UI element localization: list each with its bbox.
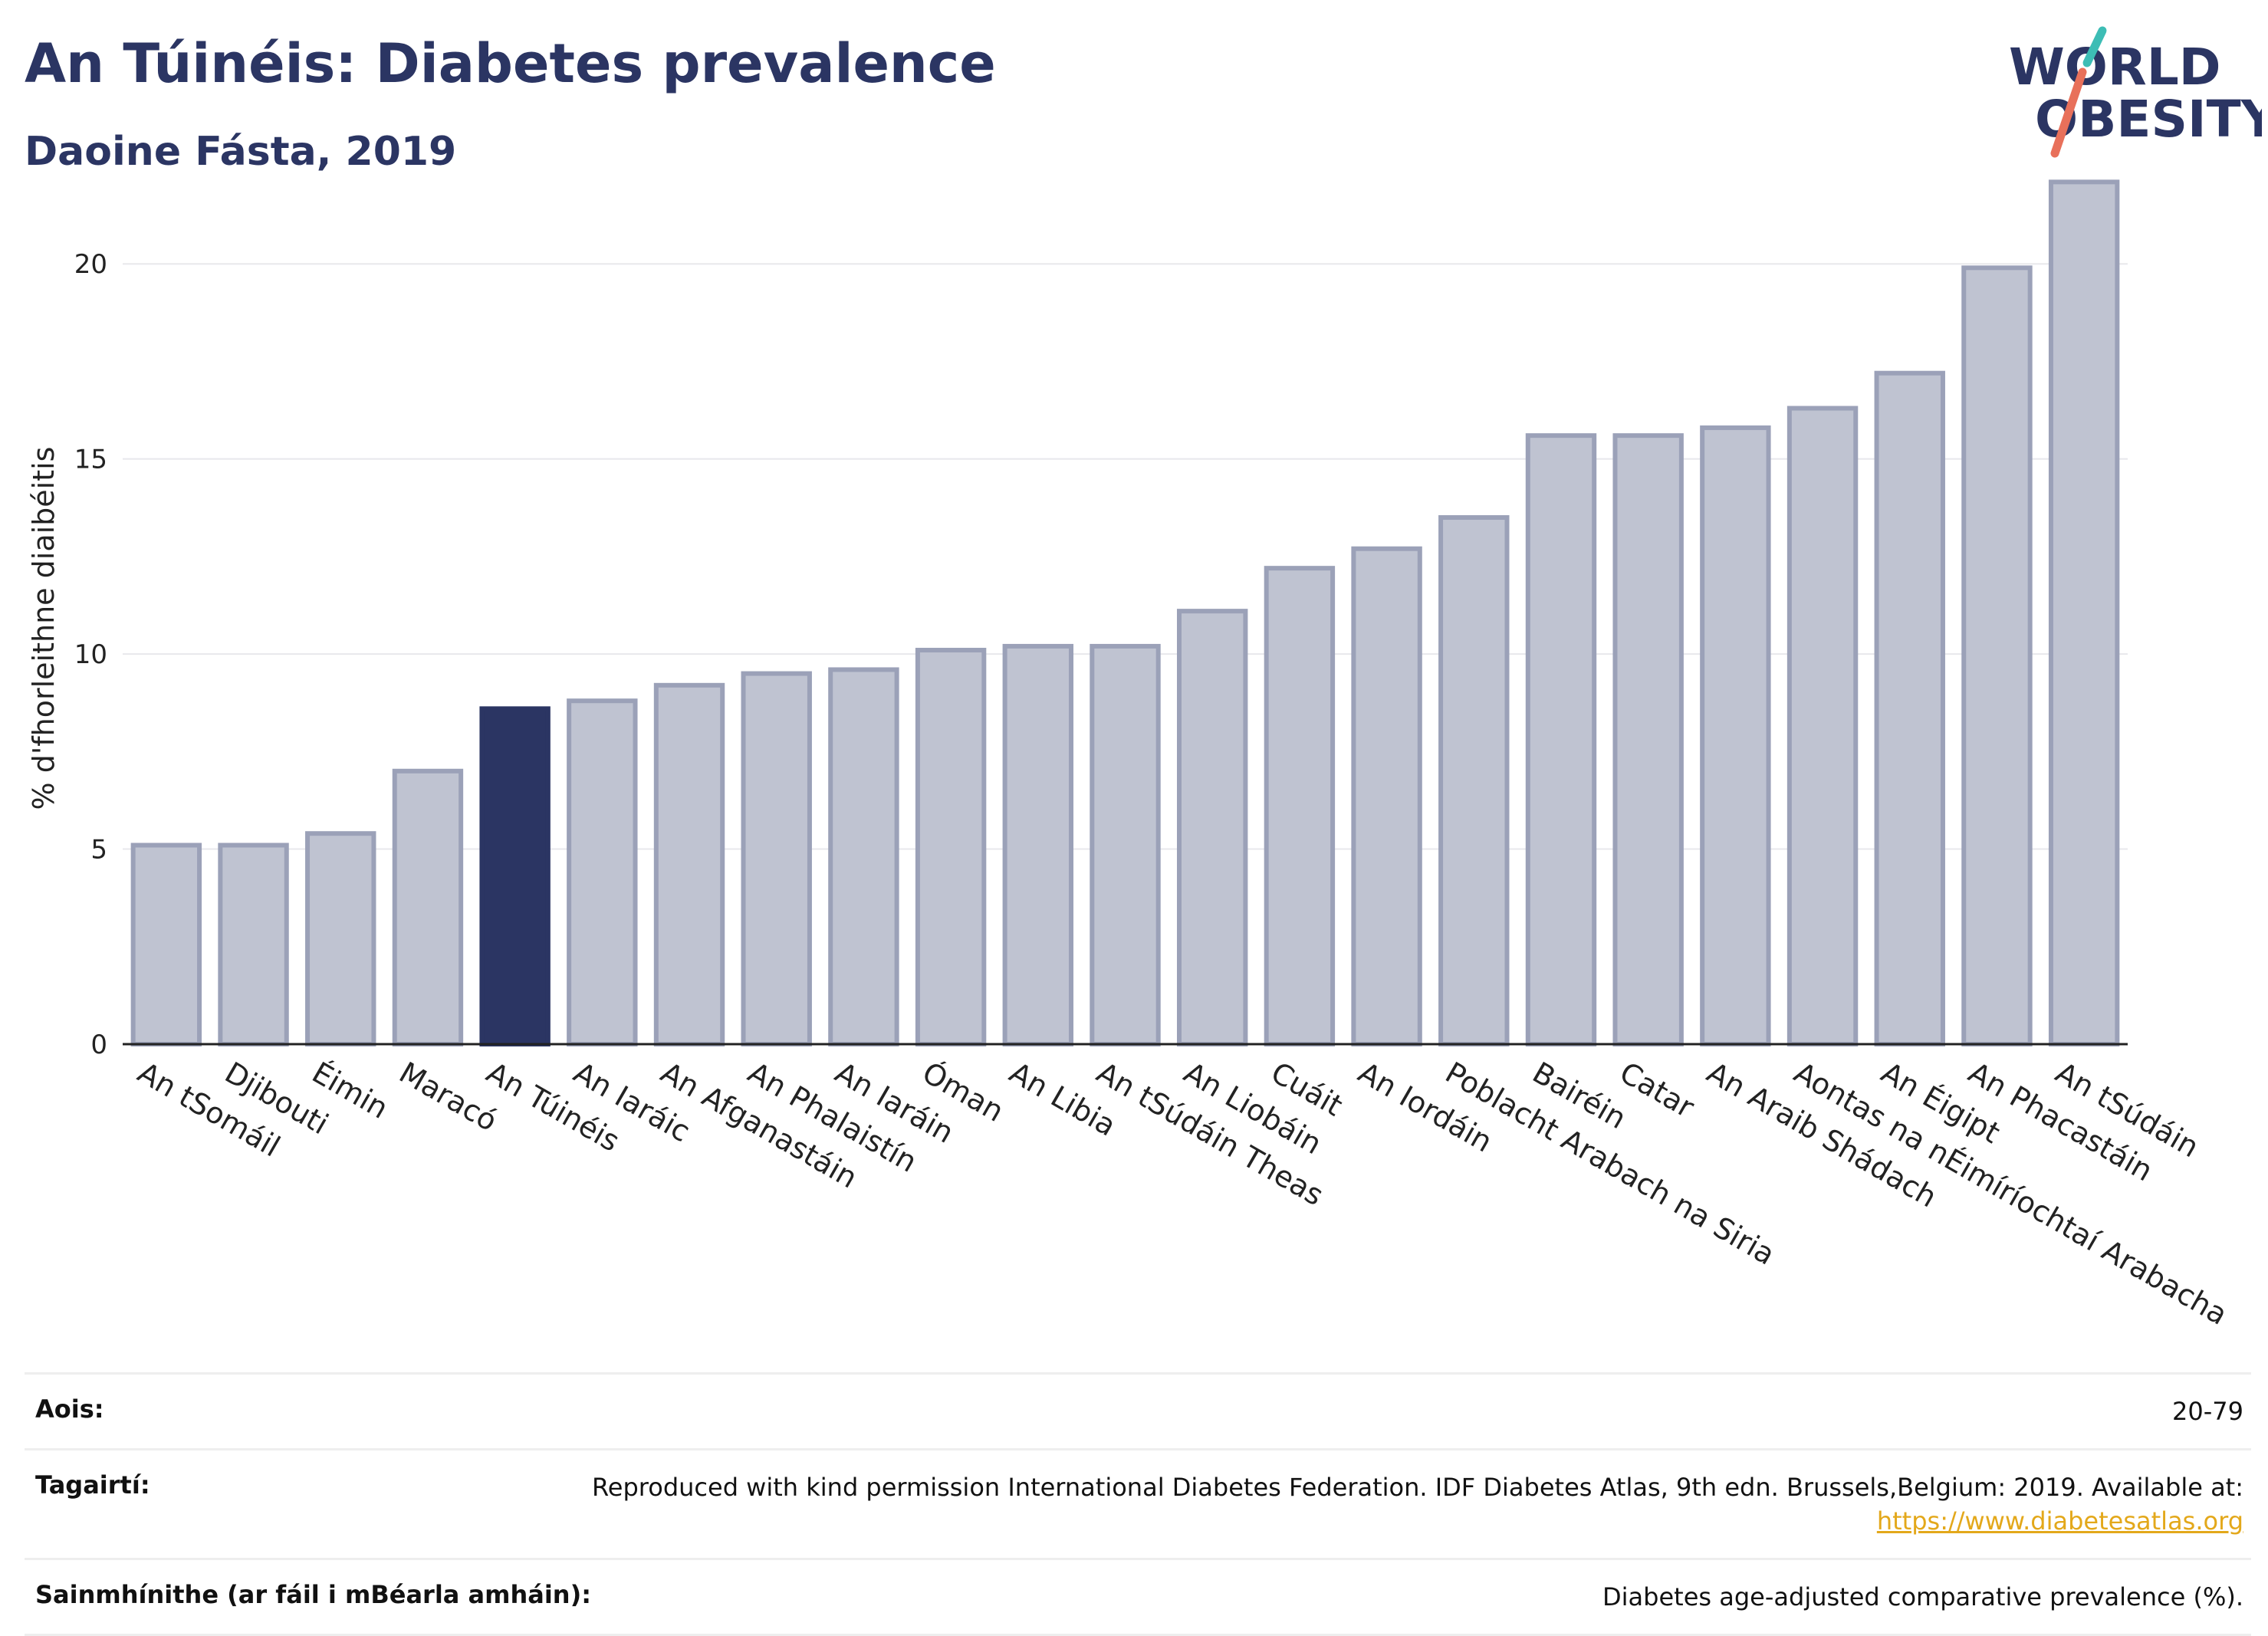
y-axis-label: % d'fhorleithne diaibéitis	[27, 447, 61, 810]
diabetes-atlas-link[interactable]: https://www.diabetesatlas.org	[1876, 1506, 2243, 1536]
bar-14	[1351, 546, 1422, 1046]
bar-1	[218, 843, 289, 1046]
logo-slash-teal	[2082, 26, 2107, 67]
bar-11	[1090, 643, 1161, 1046]
bar-10	[1002, 643, 1074, 1046]
logo-text-world: WORLD	[2009, 38, 2221, 97]
footer-value-references: Reproduced with kind permission Internat…	[592, 1470, 2243, 1538]
bar-13	[1264, 566, 1336, 1046]
chart-subtitle: Daoine Fásta, 2019	[25, 129, 457, 175]
y-tick-label-10: 10	[74, 639, 107, 670]
references-text: Reproduced with kind permission Internat…	[591, 1473, 2243, 1502]
bar-20	[1874, 370, 1945, 1046]
footer-row-age: Aois: 20-79	[25, 1372, 2251, 1448]
bar-7	[741, 671, 812, 1046]
bar-5	[567, 698, 638, 1047]
bar-3	[392, 768, 464, 1046]
bar-22	[2048, 179, 2120, 1046]
chart-title: An Túinéis: Diabetes prevalence	[25, 32, 996, 95]
bar-12	[1176, 609, 1248, 1046]
bar-21	[1961, 265, 2033, 1046]
logo-slash-coral	[2050, 67, 2087, 158]
chart-footer: Aois: 20-79 Tagairtí: Reproduced with ki…	[25, 1372, 2251, 1636]
footer-row-references: Tagairtí: Reproduced with kind permissio…	[25, 1448, 2251, 1558]
bar-17	[1612, 433, 1684, 1046]
bar-4	[479, 706, 551, 1046]
bar-18	[1700, 425, 1771, 1046]
world-obesity-logo: WORLD OBESITY	[2009, 26, 2262, 158]
footer-label-age: Aois:	[35, 1395, 104, 1424]
bar-6	[653, 682, 725, 1046]
y-tick-label-20: 20	[74, 249, 107, 280]
footer-label-references: Tagairtí:	[35, 1470, 150, 1500]
bar-16	[1525, 433, 1597, 1046]
y-tick-label-0: 0	[90, 1030, 107, 1060]
y-tick-label-5: 5	[90, 835, 107, 866]
y-tick-label-15: 15	[74, 445, 107, 475]
footer-value-age: 20-79	[2172, 1397, 2243, 1426]
x-tick-label-3: Maracó	[393, 1056, 502, 1138]
bar-2	[305, 831, 376, 1046]
footer-value-definitions: Diabetes age-adjusted comparative preval…	[1602, 1582, 2243, 1611]
bar-8	[828, 667, 899, 1046]
footer-row-definitions: Sainmhínithe (ar fáil i mBéarla amháin):…	[25, 1558, 2251, 1636]
bar-15	[1438, 515, 1510, 1046]
bar-0	[130, 843, 202, 1046]
bar-9	[915, 648, 987, 1046]
bar-19	[1786, 406, 1859, 1046]
footer-label-definitions: Sainmhínithe (ar fáil i mBéarla amháin):	[35, 1580, 591, 1609]
